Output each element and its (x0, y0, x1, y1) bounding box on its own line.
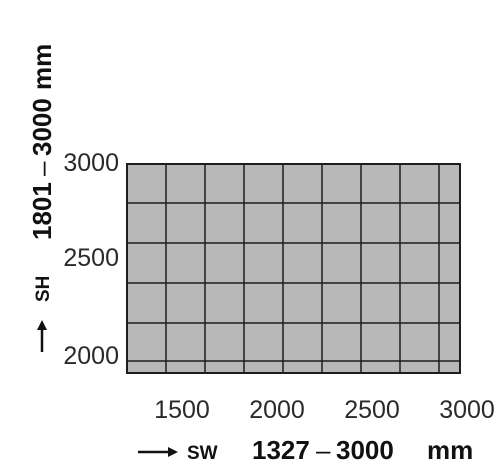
y-axis-range-end: 3000 (27, 98, 57, 156)
x-axis-title: SW 1327 – 3000 mm (138, 435, 473, 465)
horizontal-grid-lines (127, 202, 460, 362)
y-tick-labels: 2000 2500 3000 (63, 149, 119, 370)
x-axis-range-end: 3000 (336, 435, 394, 461)
y-axis-unit: mm (27, 44, 57, 90)
y-axis-range-start: 1801 (27, 182, 57, 240)
x-tick-labels: 1500 2000 2500 3000 (154, 396, 495, 424)
y-tick-label: 2500 (63, 244, 119, 272)
x-axis-range-start: 1327 (252, 435, 310, 461)
vertical-grid-lines (165, 164, 440, 373)
y-arrow-head-icon (37, 320, 47, 330)
x-axis-unit: mm (427, 435, 473, 461)
y-axis-range-dash: – (27, 161, 57, 176)
x-tick-label: 2500 (344, 396, 400, 424)
x-axis-prefix: SW (187, 443, 218, 461)
size-region-border (126, 163, 461, 374)
y-axis-title: SH 1801 – 3000 mm (27, 44, 57, 352)
x-axis-range-dash: – (316, 435, 331, 461)
size-region (127, 164, 460, 373)
y-tick-label: 2000 (63, 342, 119, 370)
x-tick-label: 2000 (249, 396, 305, 424)
y-tick-label: 3000 (63, 149, 119, 177)
x-tick-label: 3000 (439, 396, 495, 424)
x-arrow-head-icon (168, 447, 178, 457)
x-tick-label: 1500 (154, 396, 210, 424)
y-axis-prefix: SH (33, 276, 54, 302)
